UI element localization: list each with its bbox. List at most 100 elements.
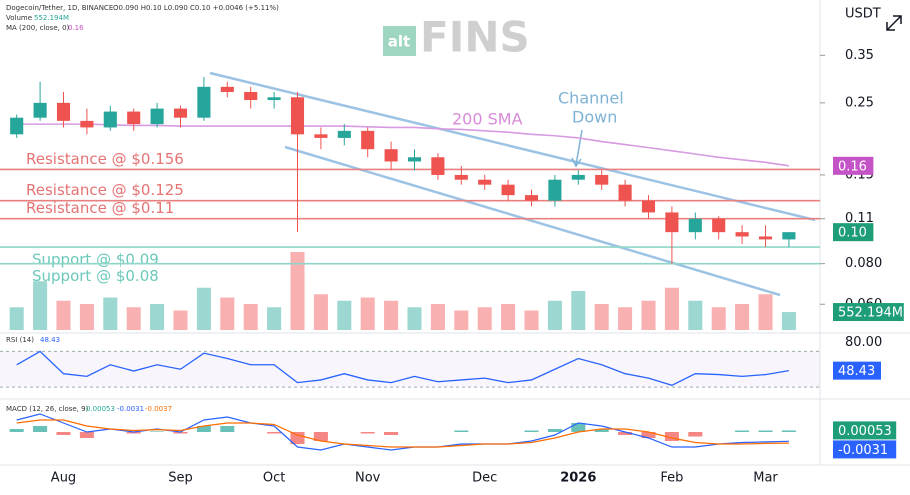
y-tick-label: 0.11 [845, 211, 874, 226]
x-tick-label: Nov [355, 471, 381, 486]
legend-volume-value: 552.194M [34, 14, 69, 22]
candle-body [478, 179, 492, 185]
x-tick-label: Feb [660, 471, 683, 486]
volume-bar [267, 307, 282, 330]
candle-body [618, 184, 632, 201]
price-marker [833, 361, 881, 380]
fullscreen-icon[interactable] [886, 15, 902, 31]
macd-histogram [781, 430, 796, 432]
legend-volume: Volume [6, 14, 32, 22]
volume-bar [173, 310, 188, 330]
macd-histogram [688, 432, 703, 437]
volume-bar [524, 310, 539, 330]
price-marker [833, 421, 897, 440]
macd-histogram [360, 432, 375, 434]
volume-bar [103, 297, 118, 330]
volume-bar [594, 304, 609, 330]
volume-bar [781, 312, 796, 330]
macd-histogram [150, 431, 165, 432]
legend-rsi-value: 48.43 [40, 336, 60, 344]
volume-bar [9, 307, 24, 330]
level-label: Support @ $0.08 [32, 267, 159, 285]
candle-body [220, 86, 234, 92]
volume-bar [618, 307, 633, 330]
macd-histogram [173, 432, 188, 434]
y-tick-label: 0.080 [845, 256, 882, 271]
volume-bar [641, 300, 656, 330]
channel-line [209, 71, 816, 222]
candle-body [407, 157, 422, 162]
volume-bar [337, 300, 352, 330]
macd-histogram [9, 429, 24, 432]
annotation-arrow [571, 129, 583, 168]
candle-body [688, 218, 702, 233]
candle-body [56, 102, 71, 121]
level-label: Resistance @ $0.11 [26, 199, 174, 217]
candle-body [314, 134, 328, 138]
y-tick-label: 0.25 [845, 95, 874, 110]
price-marker-label: -0.0031 [838, 443, 888, 458]
volume-bar [150, 304, 165, 330]
candle-body [548, 179, 562, 201]
macd-histogram [196, 426, 211, 432]
candle-body [267, 97, 281, 101]
volume-bar [79, 304, 94, 330]
macd-histogram [454, 430, 469, 432]
legend-ohlc: O0.090 H0.10 L0.090 C0.10 +0.0046 (+5.11… [113, 4, 279, 12]
legend-macd-line: -0.0031 [117, 405, 144, 413]
level-label: Resistance @ $0.156 [26, 150, 184, 168]
volume-bar [547, 300, 562, 330]
volume-bar [33, 281, 48, 330]
price-marker [833, 303, 904, 322]
macd-histogram [758, 430, 773, 432]
volume-bar [571, 291, 586, 330]
volume-bar [243, 304, 258, 330]
candle-body [127, 111, 141, 125]
candle-body [712, 218, 726, 233]
level-label: Resistance @ $0.125 [26, 181, 184, 199]
annotation: 200 SMA [452, 110, 523, 129]
x-tick-label: 2026 [560, 471, 596, 486]
price-marker-label: 0.10 [838, 226, 867, 241]
volume-bar [407, 307, 422, 330]
candle-body [431, 157, 445, 175]
macd-histogram [56, 432, 71, 435]
macd-histogram [290, 432, 305, 444]
volume-bar [126, 307, 141, 330]
price-marker-label: 0.16 [838, 159, 867, 174]
price-marker [833, 156, 874, 175]
y-tick-label: 80.00 [845, 335, 882, 350]
macd-line [16, 419, 789, 448]
logo-box [383, 26, 416, 56]
candle-body [571, 174, 585, 180]
candle-body [150, 108, 164, 125]
macd-histogram [547, 429, 562, 432]
price-marker-label: 48.43 [838, 364, 875, 379]
x-tick-label: Mar [753, 471, 778, 486]
macd-histogram [313, 432, 328, 441]
annotation: Channel [558, 89, 624, 108]
price-marker [833, 440, 897, 459]
logo-text: alt [388, 33, 410, 51]
candle-body [337, 130, 351, 138]
legend-ma: MA (200, close, 0) [6, 24, 70, 32]
volume-bar [735, 304, 750, 330]
candle-body [33, 102, 47, 118]
y-tick-label: 0.35 [845, 48, 874, 63]
candle-body [103, 111, 117, 128]
candle-body [735, 232, 749, 237]
candle-body [501, 184, 515, 196]
volume-bar [384, 300, 399, 330]
volume-bar [501, 304, 516, 330]
macd-histogram [33, 426, 48, 432]
volume-bar [688, 300, 703, 330]
x-tick-label: Aug [51, 471, 76, 486]
macd-histogram [664, 432, 679, 441]
volume-bar [290, 252, 305, 330]
logo: alt FINS [383, 13, 530, 62]
level-label: Support @ $0.09 [32, 251, 159, 269]
price-marker-label: 0.00053 [838, 424, 892, 439]
candle-body [665, 212, 679, 233]
rsi-band [0, 351, 820, 388]
